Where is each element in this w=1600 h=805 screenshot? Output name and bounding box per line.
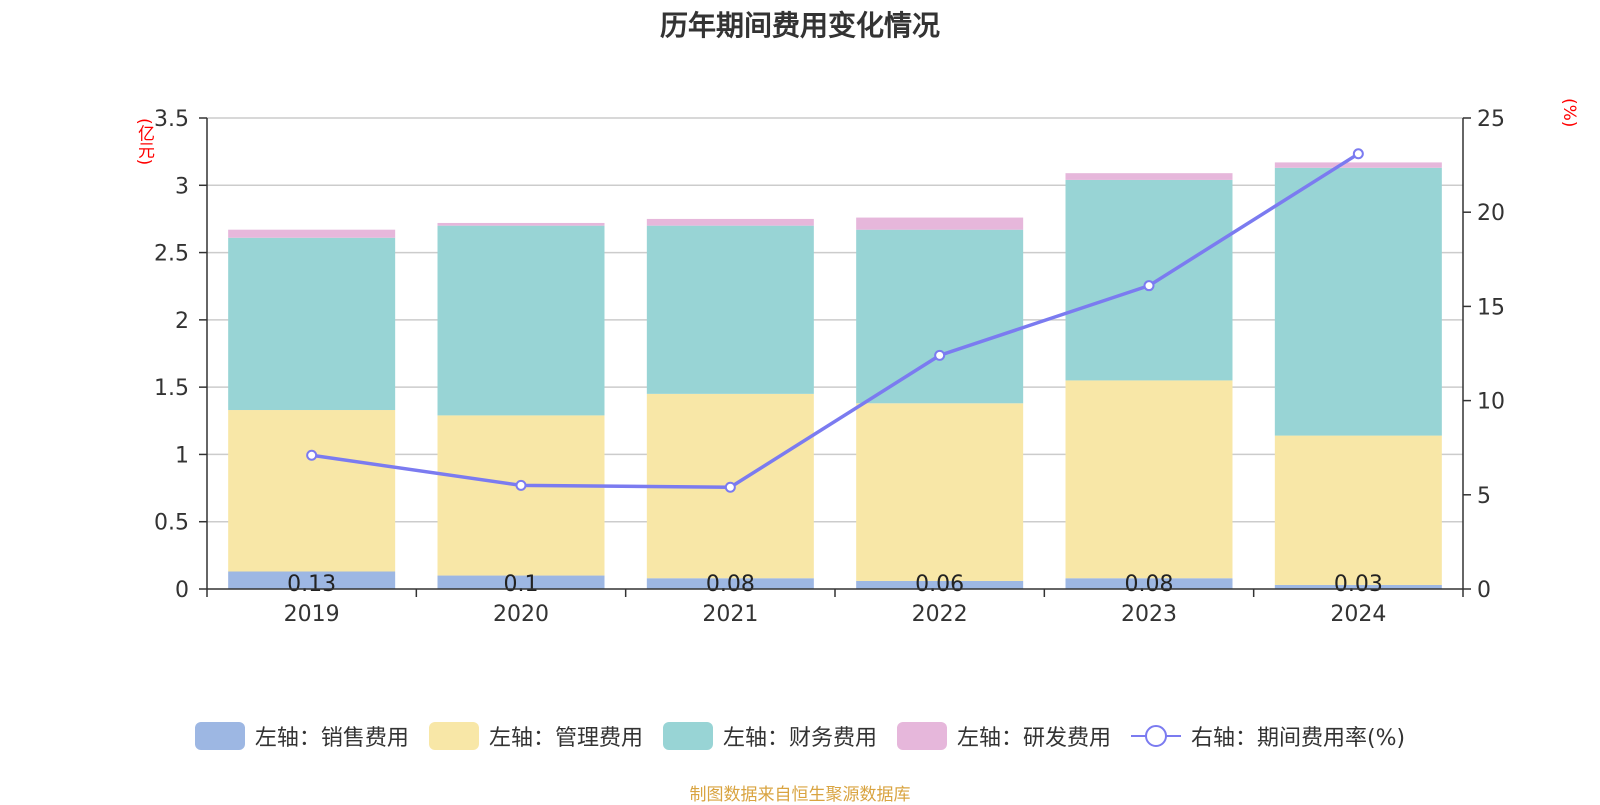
legend-swatch-admin bbox=[428, 722, 479, 750]
chart-plot: 0 0.5 1 1.5 2 2.5 3 3.5 0 5 10 15 20 25 0.13 2019 0.1 202… bbox=[154, 107, 1505, 627]
bar-segment bbox=[228, 410, 396, 572]
legend-item-rd[interactable]: 左轴：研发费用 bbox=[896, 720, 1111, 752]
legend-swatch-rd bbox=[896, 722, 947, 750]
left-axis-unit: (亿元) bbox=[134, 118, 154, 166]
left-tick-label: 3.5 bbox=[154, 107, 189, 132]
left-tick-label: 0.5 bbox=[154, 511, 189, 536]
rate-point bbox=[1352, 148, 1364, 160]
x-tick-label: 2023 bbox=[1121, 602, 1177, 627]
rate-point bbox=[515, 479, 527, 491]
bar-segment bbox=[1274, 584, 1442, 589]
left-tick-label: 3 bbox=[175, 174, 189, 199]
sales-data-label: 0.06 bbox=[915, 572, 964, 597]
right-tick-label: 15 bbox=[1477, 295, 1505, 320]
bar-segment bbox=[856, 580, 1024, 589]
bar-segment bbox=[228, 571, 396, 589]
sales-data-label: 0.1 bbox=[504, 572, 539, 597]
bar-segment bbox=[1065, 179, 1233, 381]
chart-title: 历年期间费用变化情况 bbox=[659, 9, 940, 42]
left-tick-label: 2.5 bbox=[154, 242, 189, 267]
bar-segment bbox=[228, 229, 396, 238]
legend-label-rate: 右轴：期间费用率(%) bbox=[1190, 726, 1406, 751]
right-tick-label: 25 bbox=[1477, 107, 1505, 132]
bar-segment bbox=[1274, 435, 1442, 585]
x-tick-label: 2019 bbox=[284, 602, 340, 627]
bar-segment bbox=[437, 575, 605, 589]
bar-segment bbox=[1274, 162, 1442, 168]
sales-data-label: 0.08 bbox=[706, 572, 755, 597]
sales-data-label: 0.08 bbox=[1125, 572, 1174, 597]
rate-point bbox=[306, 449, 318, 461]
rate-point bbox=[934, 349, 946, 361]
bar-segment bbox=[646, 218, 814, 226]
x-tick-label: 2020 bbox=[493, 602, 549, 627]
x-tick-label: 2024 bbox=[1330, 602, 1386, 627]
bar-segment bbox=[1065, 380, 1233, 579]
legend-swatch-sales bbox=[194, 722, 245, 750]
x-tick-label: 2021 bbox=[702, 602, 758, 627]
x-tick-label: 2022 bbox=[912, 602, 968, 627]
rate-line bbox=[311, 152, 1360, 490]
right-axis-unit: (%) bbox=[1559, 98, 1579, 128]
sales-data-label: 0.13 bbox=[287, 572, 336, 597]
left-tick-label: 0 bbox=[175, 578, 189, 603]
right-tick-label: 10 bbox=[1477, 390, 1505, 415]
left-tick-label: 1.5 bbox=[154, 376, 189, 401]
rate-point bbox=[1143, 280, 1155, 292]
right-tick-label: 0 bbox=[1477, 578, 1491, 603]
data-source-note: 制图数据来自恒生聚源数据库 bbox=[689, 785, 911, 805]
bar-segment bbox=[228, 237, 396, 411]
legend-line-marker-icon bbox=[1130, 725, 1181, 747]
bar-segment bbox=[1065, 173, 1233, 180]
bar-segment bbox=[1274, 167, 1442, 436]
rate-point bbox=[724, 481, 736, 493]
right-tick-label: 5 bbox=[1477, 484, 1491, 509]
sales-data-label: 0.03 bbox=[1334, 572, 1383, 597]
bar-segment bbox=[646, 225, 814, 394]
legend-label-finance: 左轴：财务费用 bbox=[722, 726, 877, 751]
left-tick-label: 1 bbox=[175, 443, 189, 468]
legend-item-sales[interactable]: 左轴：销售费用 bbox=[194, 720, 409, 752]
bar-segment bbox=[856, 403, 1024, 581]
bar-segment bbox=[437, 415, 605, 576]
legend: 左轴：销售费用 左轴：管理费用 左轴：财务费用 左轴：研发费用 右轴：期间费用率… bbox=[0, 720, 1600, 752]
bar-segment bbox=[1065, 578, 1233, 589]
bar-segment bbox=[646, 578, 814, 589]
bar-segment bbox=[856, 217, 1024, 230]
left-tick-label: 2 bbox=[175, 309, 189, 334]
legend-item-admin[interactable]: 左轴：管理费用 bbox=[428, 720, 643, 752]
bar-segment bbox=[856, 229, 1024, 404]
legend-item-rate[interactable]: 右轴：期间费用率(%) bbox=[1130, 720, 1406, 752]
right-tick-label: 20 bbox=[1477, 201, 1505, 226]
bar-segment bbox=[437, 225, 605, 416]
legend-swatch-finance bbox=[662, 722, 713, 750]
legend-label-rd: 左轴：研发费用 bbox=[956, 726, 1111, 751]
legend-label-sales: 左轴：销售费用 bbox=[254, 726, 409, 751]
bar-segment bbox=[437, 222, 605, 226]
legend-label-admin: 左轴：管理费用 bbox=[488, 726, 643, 751]
legend-item-finance[interactable]: 左轴：财务费用 bbox=[662, 720, 877, 752]
